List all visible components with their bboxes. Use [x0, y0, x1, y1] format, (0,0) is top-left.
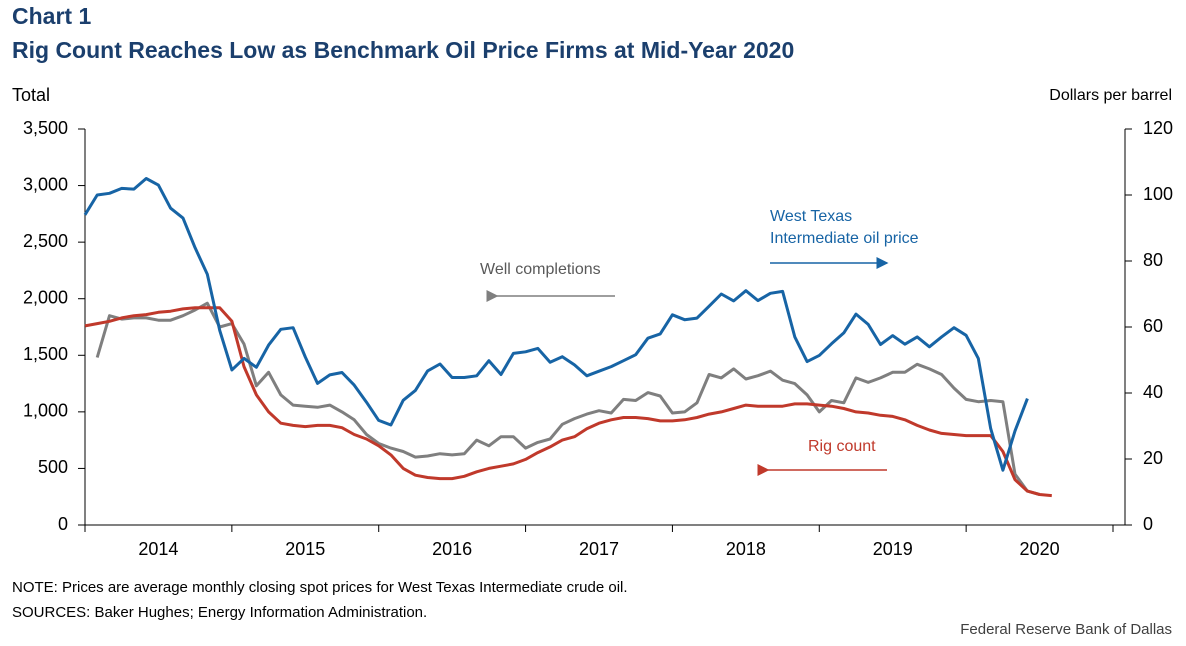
x-tick-label: 2017 — [579, 539, 619, 559]
chart-title: Chart 1 — [12, 3, 91, 29]
annotation: Well completions — [480, 261, 601, 278]
y-tick-label: 1,500 — [23, 344, 68, 364]
data-line — [84, 306, 1052, 498]
y-tick-label: 3,500 — [23, 118, 68, 138]
annotation: West Texas — [770, 208, 852, 225]
y2-tick-label: 60 — [1143, 316, 1163, 336]
note: NOTE: Prices are average monthly closing… — [12, 579, 628, 596]
x-tick-label: 2020 — [1020, 539, 1060, 559]
y-axis-title: Total — [12, 85, 50, 105]
x-tick-label: 2014 — [138, 539, 178, 559]
y2-tick-label: 120 — [1143, 118, 1173, 138]
x-tick-label: 2015 — [285, 539, 325, 559]
x-tick-label: 2016 — [432, 539, 472, 559]
y-tick-label: 2,000 — [23, 287, 68, 307]
y2-tick-label: 40 — [1143, 382, 1163, 402]
y2-axis-title: Dollars per barrel — [1049, 87, 1172, 104]
sources: SOURCES: Baker Hughes; Energy Informatio… — [12, 604, 427, 621]
annotation: Rig count — [808, 438, 876, 455]
y2-tick-label: 20 — [1143, 448, 1163, 468]
y-tick-label: 1,000 — [23, 401, 68, 421]
data-line — [83, 177, 1029, 472]
y-tick-label: 2,500 — [23, 231, 68, 251]
y2-tick-label: 100 — [1143, 184, 1173, 204]
annotation: Intermediate oil price — [770, 230, 919, 247]
x-tick-label: 2019 — [873, 539, 913, 559]
y-tick-label: 0 — [58, 514, 68, 534]
credit: Federal Reserve Bank of Dallas — [960, 621, 1172, 638]
data-line — [95, 301, 1041, 496]
y-tick-label: 500 — [38, 457, 68, 477]
y2-tick-label: 80 — [1143, 250, 1163, 270]
y2-tick-label: 0 — [1143, 514, 1153, 534]
chart-subtitle: Rig Count Reaches Low as Benchmark Oil P… — [12, 37, 794, 63]
y-tick-label: 3,000 — [23, 174, 68, 194]
x-tick-label: 2018 — [726, 539, 766, 559]
